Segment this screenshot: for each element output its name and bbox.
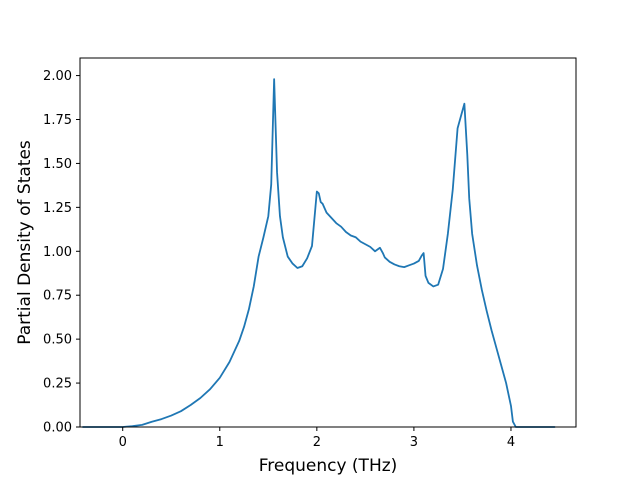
y-tick-label: 1.50: [43, 157, 72, 172]
plot-area: [82, 78, 556, 428]
x-axis-label: Frequency (THz): [259, 456, 398, 476]
y-tick-label: 1.00: [43, 245, 72, 260]
axes-frame: [79, 57, 577, 428]
y-tick-label: 0.00: [43, 421, 72, 436]
series-line-0: [82, 78, 556, 428]
y-tick-label: 1.25: [43, 201, 72, 216]
y-tick-label: 1.75: [43, 113, 72, 128]
x-tick-label: 4: [507, 435, 515, 450]
x-tick-label: 2: [313, 435, 321, 450]
y-tick-label: 0.25: [43, 377, 72, 392]
y-axis-label: Partial Density of States: [15, 140, 35, 345]
x-axis-ticks: 0 1 2 3 4: [119, 427, 515, 450]
y-tick-label: 0.50: [43, 333, 72, 348]
x-tick-label: 0: [119, 435, 127, 450]
x-tick-label: 1: [216, 435, 224, 450]
x-tick-label: 3: [410, 435, 418, 450]
y-tick-label: 2.00: [43, 69, 72, 84]
y-axis-ticks: 0.00 0.25 0.50 0.75 1.00 1.25 1.50 1.75 2.00: [43, 69, 80, 436]
y-tick-label: 0.75: [43, 289, 72, 304]
